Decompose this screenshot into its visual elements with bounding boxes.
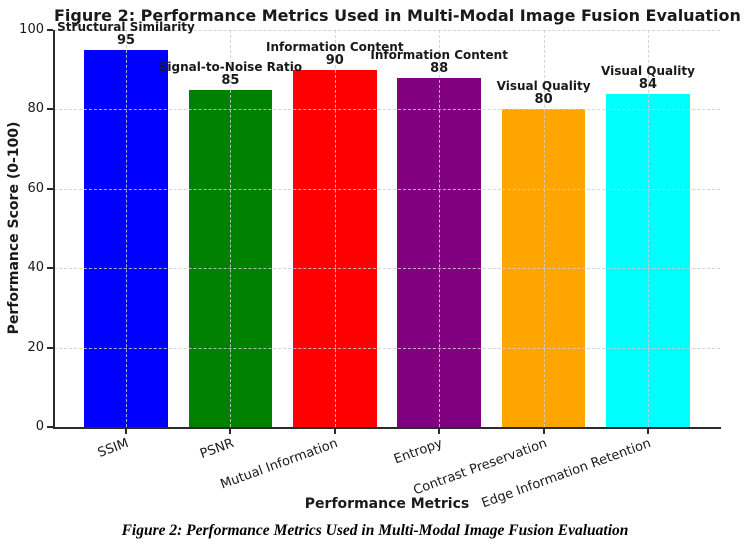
y-tick-label: 60 xyxy=(27,180,44,196)
bar-value-label: 90 xyxy=(325,52,344,68)
v-gridline xyxy=(334,30,336,427)
bar-top-label: Information Content xyxy=(370,47,508,62)
h-gridline xyxy=(54,347,720,349)
bar-annotation: Signal-to-Noise Ratio 85 xyxy=(159,60,302,88)
y-tick-label: 80 xyxy=(27,101,44,117)
h-gridline xyxy=(54,109,720,111)
h-gridline xyxy=(54,188,720,190)
y-tick-label: 40 xyxy=(27,260,44,276)
x-tick-label-text: SSIM xyxy=(96,436,132,461)
bar-top-label: Structural Similarity xyxy=(57,19,195,34)
bar-annotation: Information Content 90 xyxy=(266,40,404,68)
bar-value-label: 95 xyxy=(116,32,136,48)
y-tick-label: 0 xyxy=(35,419,44,434)
bar-annotation: Visual Quality 84 xyxy=(601,64,695,92)
y-tick-label: 20 xyxy=(27,339,44,355)
h-gridline xyxy=(54,30,720,31)
bar-annotation: Structural Similarity 95 xyxy=(57,20,195,48)
x-axis-label: Performance Metrics xyxy=(304,496,470,512)
v-gridline xyxy=(647,30,649,427)
bar-top-label: Visual Quality xyxy=(601,63,695,78)
v-gridline xyxy=(230,30,232,427)
y-tick-mark xyxy=(47,267,53,270)
bar-top-label: Visual Quality xyxy=(496,79,591,94)
bar-annotation: Visual Quality 80 xyxy=(497,79,591,107)
bar-top-label: Information Content xyxy=(266,39,404,54)
figure-caption: Figure 2: Performance Metrics Used in Mu… xyxy=(121,522,629,539)
y-tick-mark xyxy=(47,108,53,111)
x-tick-label-text: PSNR xyxy=(197,436,236,463)
x-tick-mark xyxy=(333,429,336,434)
x-tick-mark xyxy=(229,429,232,434)
x-axis-line xyxy=(53,427,721,429)
bar-top-label: Signal-to-Noise Ratio xyxy=(158,59,303,74)
y-tick-mark xyxy=(47,187,53,190)
x-tick-mark xyxy=(542,429,545,434)
h-gridline xyxy=(54,268,720,270)
x-tick-label-text: Entropy xyxy=(391,436,445,468)
bar-value-label: 88 xyxy=(430,60,449,76)
v-gridline xyxy=(439,30,441,427)
chart-title: Figure 2: Performance Metrics Used in Mu… xyxy=(54,6,741,25)
v-gridline xyxy=(543,30,545,427)
y-axis-line xyxy=(53,30,55,429)
y-tick-mark xyxy=(47,426,53,428)
bar-value-label: 80 xyxy=(534,92,553,108)
y-axis-label: Performance Score (0-100) xyxy=(6,121,22,335)
bar xyxy=(606,93,690,427)
y-tick-mark xyxy=(47,29,53,31)
x-tick-mark xyxy=(646,429,649,434)
bar-annotation: Information Content 88 xyxy=(370,48,508,76)
x-tick-mark xyxy=(125,429,128,434)
bar-value-label: 85 xyxy=(221,72,240,88)
y-tick-mark xyxy=(47,346,53,349)
bar-value-label: 84 xyxy=(638,76,658,92)
y-tick-label: 100 xyxy=(19,22,44,37)
x-tick-label-text: Mutual Information xyxy=(218,436,340,493)
x-tick-mark xyxy=(438,429,441,434)
v-gridline xyxy=(126,30,128,427)
